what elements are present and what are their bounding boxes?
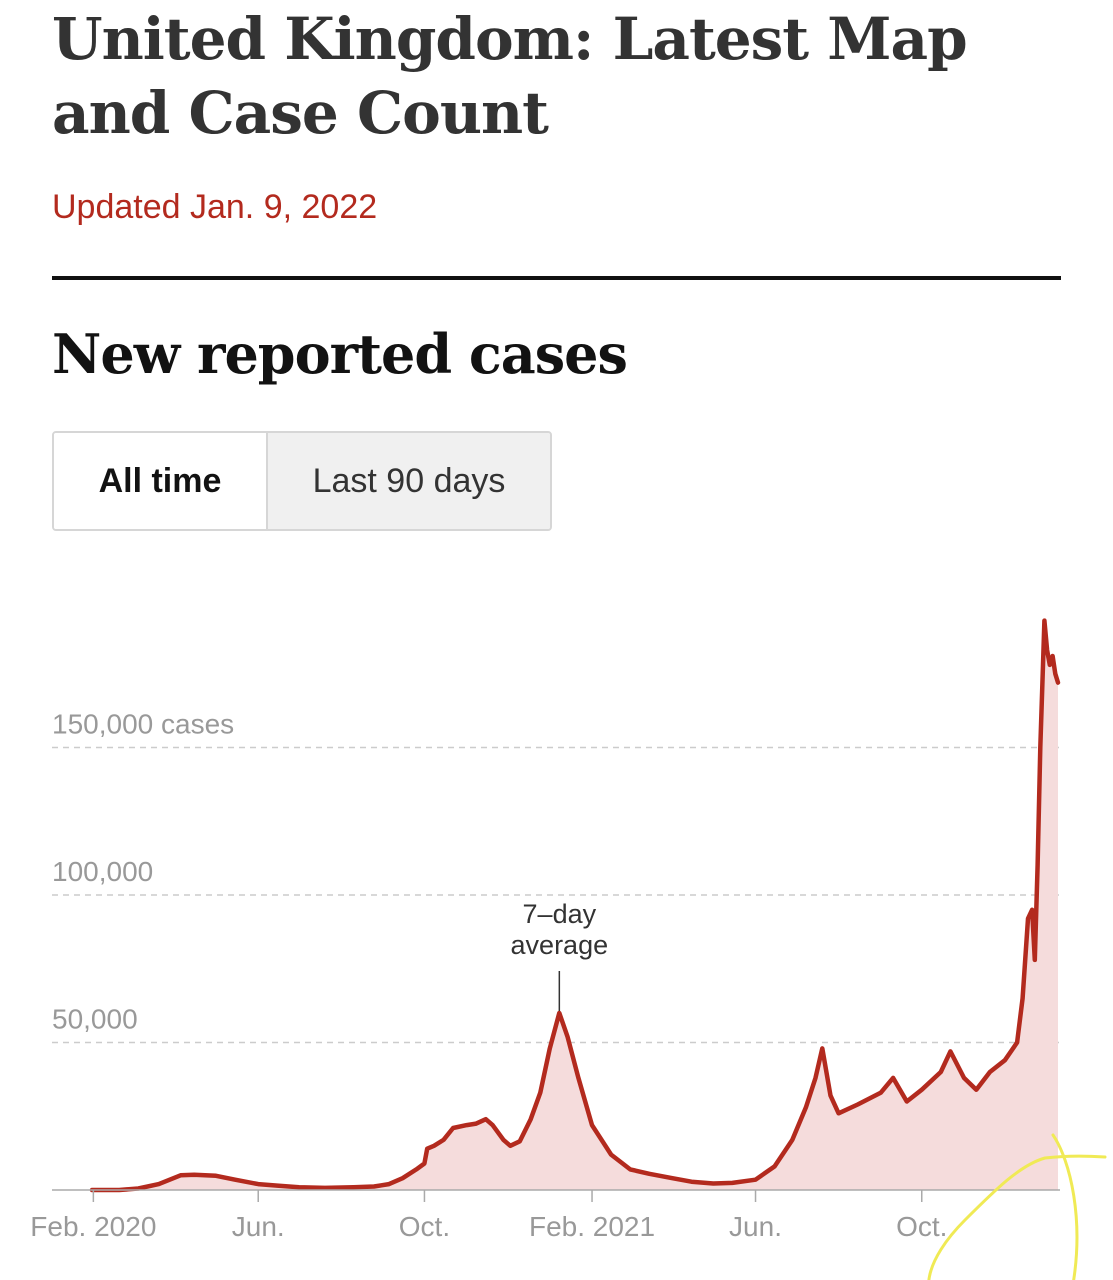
annotation-label: average xyxy=(511,930,609,960)
x-tick-label: Feb. 2021 xyxy=(529,1211,655,1242)
y-tick-label: 100,000 xyxy=(52,856,153,887)
section-divider xyxy=(52,276,1061,280)
x-tick-label: Feb. 2020 xyxy=(30,1211,156,1242)
x-tick-label: Oct. xyxy=(896,1211,947,1242)
highlight-circle-marker xyxy=(927,1133,1107,1280)
annotation-label: 7–day xyxy=(523,899,597,929)
x-axis-ticks: Feb. 2020 Jun. Oct. Feb. 2021 Jun. Oct. xyxy=(30,1190,947,1242)
last-90-days-button[interactable]: Last 90 days xyxy=(268,433,550,529)
section-title: New reported cases xyxy=(52,322,628,386)
cases-area xyxy=(92,620,1058,1190)
cases-chart: 150,000 cases 100,000 50,000 Feb. 2020 Jun.… xyxy=(30,618,1107,1280)
cases-line xyxy=(89,618,1061,1193)
x-tick-label: Jun. xyxy=(232,1211,285,1242)
x-tick-label: Oct. xyxy=(399,1211,450,1242)
all-time-button[interactable]: All time xyxy=(54,433,268,529)
y-tick-label: 50,000 xyxy=(52,1004,138,1035)
grid-lines: 150,000 cases 100,000 50,000 xyxy=(52,709,1060,1044)
page-title: United Kingdom: Latest Map and Case Coun… xyxy=(52,5,968,147)
time-range-toggle: All time Last 90 days xyxy=(52,431,552,531)
x-tick-label: Jun. xyxy=(729,1211,782,1242)
y-tick-label: 150,000 cases xyxy=(52,709,234,740)
updated-timestamp: Updated Jan. 9, 2022 xyxy=(52,188,378,226)
